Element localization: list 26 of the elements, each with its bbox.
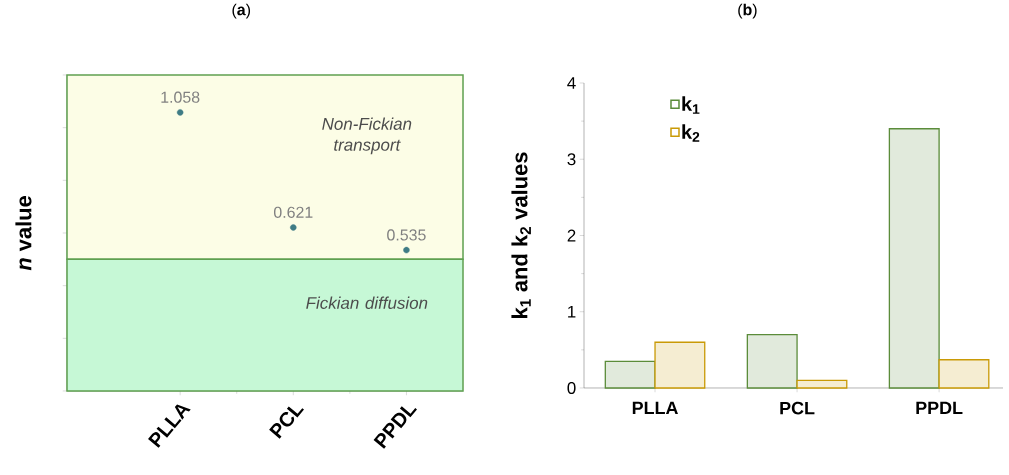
bar <box>796 379 848 389</box>
chart-title: (b) <box>738 3 757 19</box>
x-tick-label: PCL <box>780 401 815 415</box>
bar <box>654 341 706 389</box>
data-label: 0.621 <box>273 206 313 218</box>
data-label: 1.058 <box>161 91 200 103</box>
data-label: 0.535 <box>387 229 426 241</box>
x-tick-label: PLLA <box>632 401 678 415</box>
band-label: Fickian diffusion <box>306 296 428 309</box>
y-tick-label: 0 <box>567 381 576 394</box>
y-tick-label: 4 <box>567 77 576 89</box>
x-tick-label: PPDL <box>916 401 963 415</box>
y-axis-title: n value <box>15 195 32 271</box>
bar <box>604 360 656 389</box>
legend-label: k$_{2}$ <box>682 124 700 142</box>
legend-label: k$_{1}$ <box>682 96 700 114</box>
chart-title: (a) <box>232 3 251 19</box>
y-axis-title: k$_{1}$ and k$_{2}$ values <box>511 152 531 318</box>
bar <box>938 359 990 389</box>
bar <box>888 128 940 389</box>
bar <box>746 333 798 389</box>
band-label: Non-Fickian transport <box>322 117 412 155</box>
y-tick-label: 2 <box>567 229 576 242</box>
y-tick-label: 1 <box>568 305 576 318</box>
y-tick-label: 3 <box>567 153 576 166</box>
x-tick-label: PCL <box>269 406 304 439</box>
